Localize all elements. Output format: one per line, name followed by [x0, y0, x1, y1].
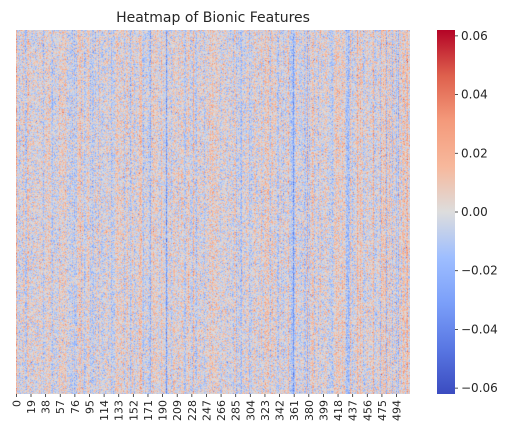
colorbar-tick-label: 0.04 — [461, 88, 488, 102]
x-tick-label: 190 — [157, 400, 170, 421]
x-tick-label: 57 — [54, 400, 67, 414]
x-tick-label: 209 — [171, 400, 184, 421]
x-tick-label: 171 — [142, 400, 155, 421]
x-tick-label: 437 — [347, 400, 360, 421]
x-tick-label: 228 — [186, 400, 199, 421]
x-tick-label: 304 — [244, 400, 257, 421]
x-tick-label: 152 — [127, 400, 140, 421]
x-tick-label: 19 — [25, 400, 38, 414]
x-tick-label: 0 — [10, 400, 23, 407]
x-tick-label: 380 — [303, 400, 316, 421]
x-tick-label: 247 — [200, 400, 213, 421]
x-tick-label: 475 — [376, 400, 389, 421]
heatmap-cells — [16, 30, 410, 394]
x-tick-label: 76 — [69, 400, 82, 414]
colorbar-tick-label: 0.00 — [461, 205, 488, 219]
x-tick-label: 456 — [361, 400, 374, 421]
x-tick-label: 114 — [98, 400, 111, 421]
colorbar-tick-label: 0.02 — [461, 146, 488, 160]
colorbar-tick-label: −0.06 — [461, 381, 498, 395]
x-tick-label: 399 — [317, 400, 330, 421]
x-tick-label: 361 — [288, 400, 301, 421]
x-tick-label: 95 — [83, 400, 96, 414]
x-tick-label: 285 — [230, 400, 243, 421]
colorbar-gradient — [437, 30, 455, 394]
x-tick-label: 418 — [332, 400, 345, 421]
x-tick-label: 133 — [113, 400, 126, 421]
colorbar: 0.06 0.04 0.02 0.00 −0.02 −0.04 −0.06 — [437, 29, 498, 395]
x-tick-label: 38 — [40, 400, 53, 414]
heatmap-plot-area — [16, 30, 410, 394]
x-tick-label: 266 — [215, 400, 228, 421]
x-tick-label: 323 — [259, 400, 272, 421]
colorbar-ticks: 0.06 0.04 0.02 0.00 −0.02 −0.04 −0.06 — [455, 29, 498, 395]
colorbar-tick-label: −0.04 — [461, 322, 498, 336]
x-tick-label: 494 — [391, 400, 404, 421]
x-tick-label: 342 — [274, 400, 287, 421]
chart-title: Heatmap of Bionic Features — [116, 10, 310, 26]
colorbar-tick-label: −0.02 — [461, 264, 498, 278]
x-axis-ticks: 0 19 38 57 76 95 114 133 152 171 190 209 228 247 266 28… — [10, 394, 404, 421]
colorbar-tick-label: 0.06 — [461, 29, 488, 43]
